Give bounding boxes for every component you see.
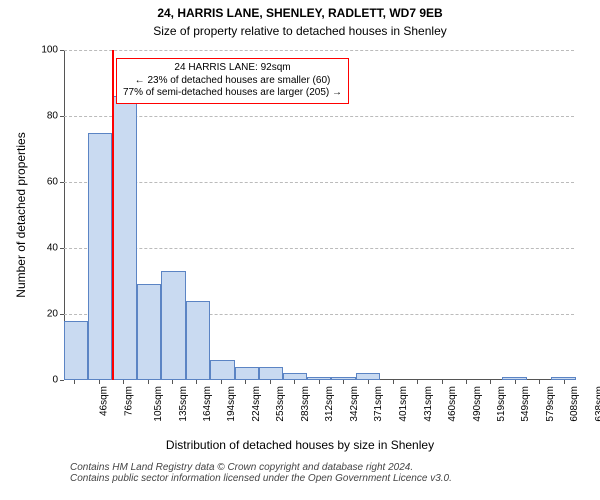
attribution-line1: Contains HM Land Registry data © Crown c… [70,462,452,473]
property-marker-line [112,50,114,380]
xtick-label: 76sqm [123,386,134,416]
xtick-mark [148,380,149,384]
histogram-bar [356,373,380,380]
xtick-mark [417,380,418,384]
xtick-mark [490,380,491,384]
xtick-mark [172,380,173,384]
ytick-label: 100 [41,45,64,56]
callout-line2: ← 23% of detached houses are smaller (60… [123,75,342,88]
xtick-mark [99,380,100,384]
xtick-mark [368,380,369,384]
chart-title-line1: 24, HARRIS LANE, SHENLEY, RADLETT, WD7 9… [0,6,600,20]
xtick-label: 342sqm [349,386,360,422]
callout-line3: 77% of semi-detached houses are larger (… [123,87,342,100]
xtick-mark [74,380,75,384]
xtick-label: 253sqm [275,386,286,422]
histogram-bar [283,373,308,380]
ytick-label: 60 [47,177,64,188]
xtick-label: 164sqm [202,386,213,422]
plot-area: 02040608010024 HARRIS LANE: 92sqm← 23% o… [64,50,574,380]
xtick-label: 579sqm [545,386,556,422]
xtick-mark [466,380,467,384]
xtick-label: 283sqm [300,386,311,422]
callout-box: 24 HARRIS LANE: 92sqm← 23% of detached h… [116,58,349,104]
attribution-line2: Contains public sector information licen… [70,473,452,484]
ytick-label: 0 [52,375,64,386]
x-axis-label: Distribution of detached houses by size … [0,438,600,452]
gridline [64,248,574,249]
xtick-label: 46sqm [98,386,109,416]
histogram-bar [186,301,210,380]
xtick-label: 608sqm [569,386,580,422]
xtick-mark [319,380,320,384]
xtick-mark [442,380,443,384]
xtick-mark [294,380,295,384]
xtick-label: 519sqm [496,386,507,422]
xtick-mark [515,380,516,384]
xtick-mark [221,380,222,384]
xtick-label: 401sqm [398,386,409,422]
histogram-bar [210,360,235,380]
xtick-label: 460sqm [447,386,458,422]
gridline [64,182,574,183]
y-axis-label: Number of detached properties [14,50,28,380]
xtick-mark [564,380,565,384]
histogram-bar [137,284,161,380]
histogram-bar [161,271,186,380]
xtick-mark [196,380,197,384]
xtick-label: 194sqm [227,386,238,422]
xtick-mark [270,380,271,384]
histogram-bar [235,367,259,380]
chart-container: { "title_line1": "24, HARRIS LANE, SHENL… [0,0,600,500]
chart-title-line2: Size of property relative to detached ho… [0,24,600,38]
histogram-bar [88,133,112,381]
xtick-mark [343,380,344,384]
xtick-label: 490sqm [472,386,483,422]
gridline [64,116,574,117]
attribution-text: Contains HM Land Registry data © Crown c… [70,462,452,484]
histogram-bar [64,321,88,380]
xtick-label: 549sqm [520,386,531,422]
xtick-label: 312sqm [324,386,335,422]
xtick-label: 638sqm [594,386,600,422]
xtick-label: 431sqm [423,386,434,422]
xtick-label: 371sqm [373,386,384,422]
ytick-label: 80 [47,111,64,122]
xtick-mark [123,380,124,384]
xtick-mark [245,380,246,384]
xtick-label: 135sqm [178,386,189,422]
xtick-label: 224sqm [251,386,262,422]
ytick-label: 40 [47,243,64,254]
xtick-label: 105sqm [153,386,164,422]
xtick-mark [393,380,394,384]
xtick-mark [539,380,540,384]
histogram-bar [112,96,137,380]
ytick-label: 20 [47,309,64,320]
histogram-bar [259,367,283,380]
callout-line1: 24 HARRIS LANE: 92sqm [123,62,342,75]
gridline [64,50,574,51]
